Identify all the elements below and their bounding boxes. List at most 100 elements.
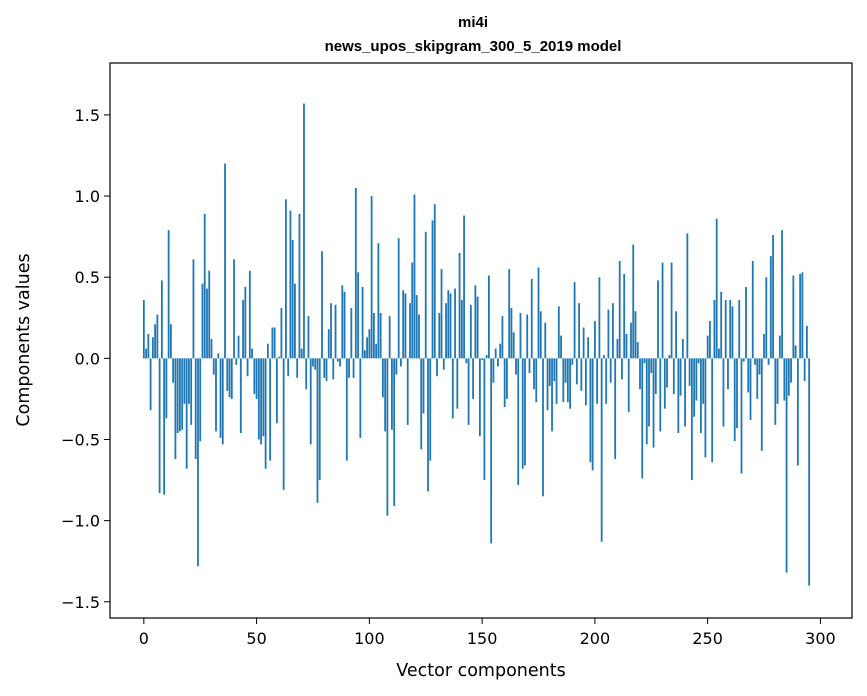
bar — [639, 358, 641, 390]
bar — [706, 335, 709, 359]
y-tick-label: −0.5 — [61, 430, 100, 449]
bar — [799, 273, 802, 359]
bar — [296, 358, 299, 378]
bar — [569, 358, 571, 409]
bar — [325, 358, 328, 382]
bar — [767, 358, 770, 365]
bar — [406, 358, 409, 425]
bar — [697, 358, 700, 364]
bar — [185, 358, 188, 469]
bar — [760, 358, 763, 451]
bar — [388, 316, 391, 359]
bar — [208, 270, 211, 359]
bar — [156, 314, 159, 359]
bar — [668, 355, 671, 359]
bar — [677, 358, 680, 433]
bar — [503, 358, 506, 408]
bar — [151, 337, 154, 359]
bar — [557, 306, 560, 359]
bar — [792, 275, 795, 359]
bar — [754, 358, 756, 365]
bar — [681, 338, 684, 359]
bars-group — [142, 103, 811, 586]
bar — [348, 358, 350, 378]
bar — [641, 358, 644, 479]
bar — [303, 103, 305, 359]
bar — [796, 358, 799, 466]
bar — [573, 282, 576, 359]
bar — [460, 299, 463, 359]
bar — [580, 358, 583, 391]
bar — [271, 327, 274, 359]
bar — [431, 220, 434, 359]
bar — [242, 299, 244, 359]
bar — [684, 358, 686, 427]
bar — [370, 196, 373, 359]
bar — [524, 358, 526, 466]
bar — [801, 272, 804, 359]
bar — [372, 312, 375, 359]
bar — [228, 358, 231, 398]
bar — [350, 308, 353, 359]
bar — [494, 348, 497, 359]
bar — [589, 358, 592, 463]
bar — [530, 278, 533, 359]
bar — [650, 358, 653, 373]
bar — [537, 267, 540, 359]
bar — [197, 358, 199, 567]
x-tick-label: 250 — [692, 629, 723, 648]
x-axis: 0 50 100 150 200 250 300 — [139, 618, 836, 648]
bar — [515, 358, 517, 375]
bar — [648, 358, 650, 427]
y-tick-label: −1.5 — [61, 593, 100, 612]
x-tick-label: 100 — [354, 629, 385, 648]
bar — [548, 358, 551, 386]
bar — [693, 358, 696, 417]
bar — [603, 355, 605, 359]
bar — [539, 311, 542, 359]
bar — [575, 358, 578, 385]
bar — [751, 260, 754, 359]
bar — [280, 308, 283, 359]
bar — [181, 358, 184, 430]
bar — [179, 358, 181, 432]
bar — [366, 337, 368, 359]
bar — [411, 262, 414, 359]
bar — [756, 358, 759, 399]
bar — [169, 324, 172, 359]
bar — [201, 283, 204, 359]
bar — [210, 338, 213, 359]
bar — [456, 358, 459, 409]
bar — [341, 285, 344, 359]
bar — [149, 358, 152, 411]
bar — [672, 358, 675, 395]
bar — [666, 358, 668, 388]
y-tick-label: 1.5 — [75, 106, 100, 125]
bar — [490, 358, 493, 544]
bar — [729, 299, 732, 359]
bar — [763, 334, 765, 359]
bar — [508, 269, 511, 359]
bar — [715, 218, 718, 359]
bar — [783, 358, 786, 401]
bar — [623, 273, 626, 359]
bar — [659, 358, 662, 432]
bar — [415, 295, 418, 359]
bar — [318, 358, 321, 481]
bar — [289, 210, 292, 359]
bar — [758, 358, 761, 375]
bar — [600, 358, 603, 542]
bar — [413, 194, 416, 359]
bar — [273, 327, 276, 359]
bar — [578, 303, 580, 359]
bar — [718, 348, 720, 359]
bar — [237, 335, 240, 359]
bar — [176, 358, 179, 433]
chart-title: mi4i — [458, 14, 488, 31]
x-tick-label: 50 — [246, 629, 266, 648]
bar — [688, 358, 691, 386]
bar — [467, 358, 470, 425]
bar — [447, 290, 450, 359]
bar — [212, 358, 215, 375]
x-axis-label: Vector components — [396, 661, 565, 681]
